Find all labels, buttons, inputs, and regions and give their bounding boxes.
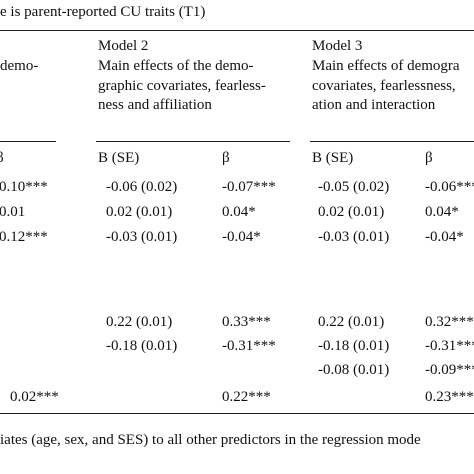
model-description: ness and affiliation [98, 97, 212, 113]
table-cell: -0.08 (0.01) [318, 362, 390, 378]
footnote: iates (age, sex, and SES) to all other p… [0, 432, 421, 448]
table-cell: -0.03 (0.01) [318, 229, 390, 245]
model-title: Model 3 [312, 38, 363, 54]
column-description: demo- [0, 58, 39, 74]
table-cell: -0.05 (0.02) [318, 179, 390, 195]
table-cell: -0.18 (0.01) [318, 338, 390, 354]
column-header: β [425, 150, 433, 166]
table-cell: 0.02 (0.01) [318, 204, 385, 220]
table-cell: -0.12*** [0, 229, 48, 245]
table-cell: 0.04* [425, 204, 459, 220]
column-rule [0, 141, 56, 142]
table-cell: 0.32*** [425, 314, 474, 330]
table-cell: -0.04* [425, 229, 464, 245]
model-description: Main effects of the demo- [98, 58, 254, 74]
table-cell: -0.31*** [222, 338, 276, 354]
table-cell: -0.18 (0.01) [106, 338, 178, 354]
table-cell: 0.22 (0.01) [106, 314, 173, 330]
table-cell: 0.22*** [222, 389, 271, 405]
column-header: β [222, 150, 230, 166]
table-cell: -0.06*** [425, 179, 474, 195]
bottom-rule [0, 413, 474, 414]
table-cell: 0.23*** [425, 389, 474, 405]
column-header: β [0, 149, 4, 167]
caption: e is parent-reported CU traits (T1) [0, 4, 206, 20]
model-description: graphic covariates, fearless- [98, 77, 266, 94]
table-cell: -0.06 (0.02) [106, 179, 178, 195]
column-header: B (SE) [312, 150, 354, 166]
column-header: B (SE) [98, 150, 140, 166]
table-cell: 0.04* [222, 204, 256, 220]
table-cell: -0.10*** [0, 179, 48, 195]
table-cell: -0.07*** [222, 179, 276, 195]
table-cell: 0.02*** [10, 389, 59, 405]
table-cell: -0.04* [222, 229, 261, 245]
top-rule [0, 30, 474, 31]
column-rule [310, 141, 474, 142]
table-cell: -0.31*** [425, 338, 474, 354]
table-cell: -0.03 (0.01) [106, 229, 178, 245]
model-description: covariates, fearlessness, [312, 77, 456, 94]
column-rule [96, 141, 290, 142]
table-cell: -0.09*** [425, 362, 474, 378]
model-title: Model 2 [98, 38, 149, 54]
table-cell: 0.33*** [222, 314, 271, 330]
model-description: ation and interaction [312, 97, 436, 113]
table-cell: -0.01 [0, 204, 26, 220]
table-cell: 0.22 (0.01) [318, 314, 385, 330]
model-description: Main effects of demogra [312, 58, 460, 74]
table-cell: 0.02 (0.01) [106, 204, 173, 220]
